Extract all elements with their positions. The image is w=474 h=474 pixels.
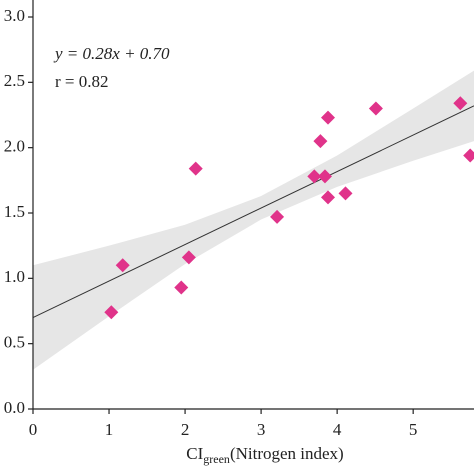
fit-line	[32, 105, 474, 318]
x-label-main: CI	[186, 444, 203, 463]
point	[181, 250, 196, 265]
r-value: r = 0.82	[55, 72, 109, 91]
x-tick-label: 1	[105, 420, 114, 439]
x-tick-label: 5	[409, 420, 418, 439]
x-tick-label: 0	[29, 420, 38, 439]
point	[174, 280, 189, 295]
x-tick-label: 4	[333, 420, 342, 439]
y-tick-label: 2.5	[4, 71, 25, 90]
point	[338, 186, 353, 201]
y-tick-label: 0.5	[4, 333, 25, 352]
point	[368, 101, 383, 116]
x-axis-label: CIgreen(Nitrogen index)	[186, 444, 343, 466]
point	[307, 169, 322, 184]
point	[453, 96, 468, 111]
x-label-rest: (Nitrogen index)	[230, 444, 344, 463]
equation: y = 0.28x + 0.70	[53, 44, 170, 63]
x-label-sub: green	[203, 452, 230, 466]
point	[188, 161, 203, 176]
point	[321, 190, 336, 205]
x-tick-label: 3	[257, 420, 266, 439]
y-tick-label: 1.0	[4, 267, 25, 286]
y-tick-label: 2.0	[4, 137, 25, 156]
point	[463, 148, 474, 163]
point	[317, 169, 332, 184]
point	[270, 209, 285, 224]
point	[321, 110, 336, 125]
point	[104, 305, 119, 320]
point	[115, 258, 130, 273]
confidence-band	[33, 70, 474, 370]
point	[313, 134, 328, 149]
y-tick-label: 1.5	[4, 202, 25, 221]
x-tick-label: 2	[181, 420, 190, 439]
y-tick-label: 0.0	[4, 398, 25, 417]
y-tick-label: 3.0	[4, 6, 25, 25]
